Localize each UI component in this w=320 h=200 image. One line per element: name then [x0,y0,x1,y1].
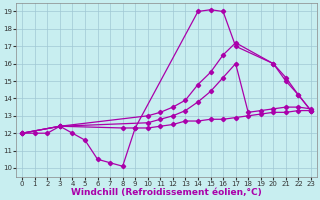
X-axis label: Windchill (Refroidissement éolien,°C): Windchill (Refroidissement éolien,°C) [71,188,262,197]
